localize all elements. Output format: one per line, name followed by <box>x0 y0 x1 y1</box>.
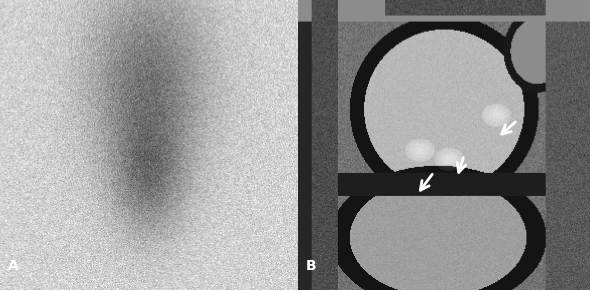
Text: A: A <box>8 259 19 273</box>
Text: B: B <box>306 259 317 273</box>
